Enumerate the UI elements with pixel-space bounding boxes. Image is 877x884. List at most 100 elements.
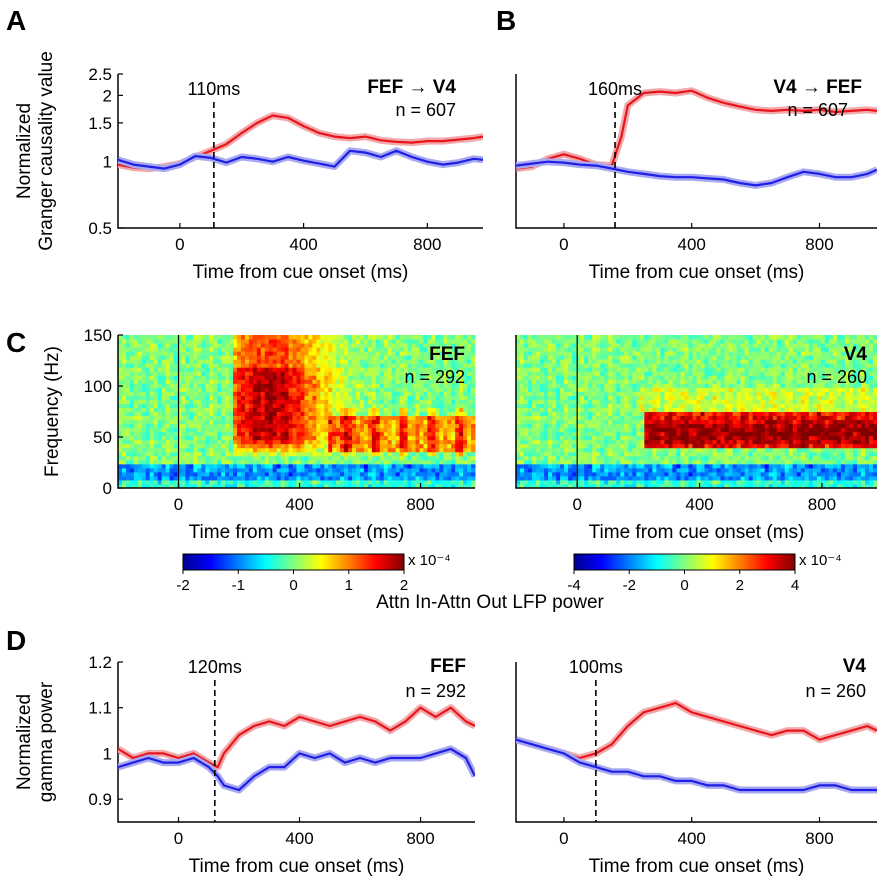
heatmap-cell: [576, 347, 581, 352]
heatmap-cell: [612, 447, 617, 453]
heatmap-cell: [648, 443, 653, 449]
heatmap-cell: [288, 355, 294, 360]
heatmap-cell: [300, 475, 305, 481]
heatmap-cell: [451, 351, 456, 356]
heatmap-cell: [423, 451, 428, 457]
heatmap-cell: [451, 355, 456, 360]
heatmap-cell: [153, 463, 159, 469]
heatmap-cell: [157, 411, 163, 417]
heatmap-cell: [399, 419, 405, 425]
heatmap-cell: [463, 387, 468, 392]
heatmap-cell: [256, 383, 262, 388]
heatmap-cell: [296, 435, 301, 441]
heatmap-cell: [213, 371, 218, 376]
heatmap-cell: [463, 391, 468, 396]
heatmap-cell: [316, 479, 321, 485]
heatmap-cell: [455, 431, 460, 437]
heatmap-cell: [660, 379, 665, 384]
heatmap-cell: [137, 367, 143, 372]
heatmap-cell: [451, 335, 456, 340]
heatmap-cell: [256, 387, 262, 392]
heatmap-cell: [580, 403, 585, 408]
heatmap-cell: [387, 379, 393, 384]
heatmap-cell: [592, 403, 597, 408]
heatmap-cell: [592, 339, 597, 344]
heatmap-cell: [185, 467, 190, 473]
heatmap-cell: [264, 407, 270, 412]
heatmap-cell: [209, 451, 214, 457]
heatmap-cell: [371, 479, 377, 485]
heatmap-cell: [379, 427, 385, 433]
heatmap-cell: [624, 387, 629, 392]
heatmap-cell: [308, 339, 313, 344]
heatmap-cell: [169, 379, 175, 384]
heatmap-cell: [383, 439, 389, 445]
heatmap-cell: [467, 399, 472, 404]
heatmap-cell: [264, 391, 270, 396]
heatmap-cell: [248, 411, 254, 417]
heatmap-cell: [640, 343, 645, 348]
heatmap-cell: [304, 415, 309, 421]
heatmap-cell: [672, 483, 677, 489]
heatmap-cell: [340, 435, 345, 441]
heatmap-cell: [592, 383, 597, 388]
heatmap-cell: [300, 335, 305, 340]
heatmap-cell: [260, 383, 266, 388]
heatmap-cell: [173, 467, 178, 473]
heatmap-cell: [125, 391, 131, 396]
heatmap-cell: [340, 455, 345, 461]
heatmap-cell: [344, 467, 349, 473]
heatmap-cell: [383, 391, 389, 396]
heatmap-cell: [205, 479, 210, 485]
heatmap-cell: [415, 391, 420, 396]
heatmap-cell: [616, 427, 621, 433]
heatmap-cell: [209, 483, 214, 489]
heatmap-cell: [467, 367, 472, 372]
heatmap-cell: [415, 387, 420, 392]
heatmap-cell: [612, 471, 617, 477]
heatmap-cell: [556, 355, 561, 360]
heatmap-cell: [316, 407, 321, 412]
heatmap-cell: [153, 423, 159, 429]
heatmap-cell: [616, 387, 621, 392]
heatmap-cell: [407, 359, 413, 364]
heatmap-cell: [209, 467, 214, 473]
heatmap-cell: [415, 479, 420, 485]
heatmap-cell: [244, 411, 250, 417]
heatmap-cell: [463, 355, 468, 360]
heatmap-cell: [367, 367, 373, 372]
heatmap-cell: [628, 427, 633, 433]
heatmap-cell: [435, 483, 440, 489]
heatmap-cell: [229, 395, 234, 400]
heatmap-cell: [459, 431, 464, 437]
heatmap-cell: [620, 431, 625, 437]
heatmap-cell: [292, 383, 297, 388]
heatmap-cell: [260, 379, 266, 384]
heatmap-cell: [463, 435, 468, 441]
heatmap-cell: [664, 371, 669, 376]
heatmap-cell: [371, 339, 377, 344]
heatmap-cell: [324, 447, 329, 453]
heatmap-cell: [308, 451, 313, 457]
heatmap-cell: [359, 443, 365, 449]
heatmap-cell: [133, 447, 139, 453]
heatmap-cell: [201, 431, 206, 437]
heatmap-cell: [296, 463, 301, 469]
heatmap-cell: [217, 399, 222, 404]
heatmap-cell: [153, 367, 159, 372]
heatmap-cell: [153, 351, 159, 356]
heatmap-cell: [439, 347, 444, 352]
heatmap-cell: [423, 431, 428, 437]
heatmap-cell: [121, 467, 127, 473]
heatmap-cell: [592, 463, 597, 469]
heatmap-cell: [264, 463, 270, 469]
heatmap-cell: [556, 447, 561, 453]
heatmap-cell: [552, 439, 557, 445]
heatmap-cell: [391, 463, 397, 469]
heatmap-cell: [221, 483, 226, 489]
heatmap-cell: [584, 375, 589, 380]
heatmap-cell: [395, 455, 401, 461]
heatmap-cell: [197, 371, 202, 376]
heatmap-cell: [348, 423, 353, 429]
heatmap-cell: [359, 411, 365, 417]
